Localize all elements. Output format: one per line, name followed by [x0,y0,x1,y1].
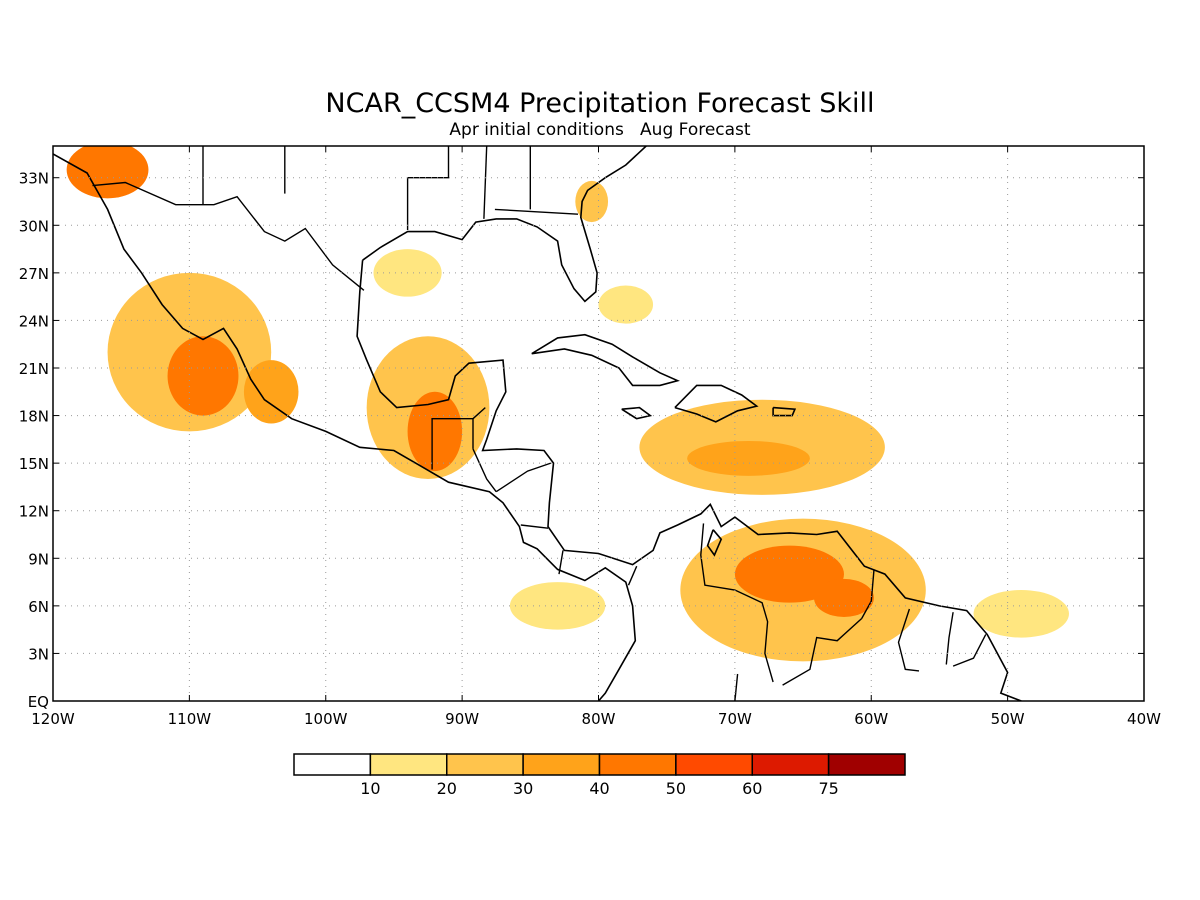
border-colombia-venezuela [700,523,774,683]
lon-tick-label: 60W [854,710,888,728]
latitude-labels: EQ 3N 6N 9N 12N 15N 18N 21N 24N 27N 30N 33N [19,170,49,711]
lon-tick-label: 70W [718,710,752,728]
colorbar-box-7 [827,753,906,776]
lat-tick-label: 18N [19,408,49,426]
colorbar-box-3 [522,753,601,776]
skill-region-14 [973,590,1069,638]
border-us-states-3 [406,146,450,230]
border-venezuela-guyana [861,569,875,619]
coastline-lake-maracaibo [706,529,723,557]
colorbar-box-1 [369,753,448,776]
border-us-states-4 [483,146,488,219]
longitude-labels: 120W 110W 100W 90W 80W 70W 60W 50W 40W [31,710,1161,728]
border-belize [472,407,486,420]
coastline-hispaniola [674,384,759,423]
coastline-us-gulf [362,146,647,303]
lat-tick-label: 12N [19,503,49,521]
lat-tick-label: 21N [19,360,49,378]
coastline-jamaica [621,406,653,420]
colorbar-label: 75 [818,779,838,798]
skill-region-6 [407,391,463,472]
axis-ticks [52,146,1145,702]
colorbar-box-2 [446,753,524,776]
border-us-mexico [92,181,365,291]
lat-tick-label: 27N [19,265,49,283]
lat-tick-label: 15N [19,455,49,473]
skill-region-13 [598,285,654,324]
graticule-grid [53,146,1144,701]
lon-tick-label: 40W [1127,710,1161,728]
skill-shading-layer [66,146,1069,662]
coastline-puerto-rico [772,406,797,417]
colorbar-label: 20 [437,779,457,798]
skill-region-1 [167,336,239,416]
lat-tick-label: 30N [19,217,49,235]
colorbar-label: 10 [360,779,380,798]
coastline-cuba [531,333,680,387]
colorbar-legend: 10 20 30 40 50 60 75 [293,753,906,798]
colorbar-label: 40 [589,779,609,798]
lon-tick-label: 80W [582,710,616,728]
lon-tick-label: 100W [304,710,348,728]
lon-tick-label: 120W [31,710,75,728]
border-panama-colombia [627,565,638,586]
map-subtitle: Apr initial conditions Aug Forecast [449,120,751,140]
border-central-america-1 [472,448,497,493]
map-title: NCAR_CCSM4 Precipitation Forecast Skill [325,88,874,119]
colorbar-box-6 [751,753,830,776]
lat-tick-label: 9N [28,550,49,568]
coastline-gulf-of-mexico [356,260,1022,701]
lat-tick-label: 3N [28,645,49,663]
coastline-layer [53,146,1022,701]
colorbar-box-4 [598,753,677,776]
colorbar-label: 50 [666,779,686,798]
lon-tick-label: 50W [991,710,1025,728]
skill-region-10 [734,545,844,603]
skill-region-11 [813,578,874,617]
skill-region-8 [687,440,810,476]
colorbar-box-0 [293,753,372,776]
skill-region-2 [66,146,149,199]
lon-tick-label: 90W [445,710,479,728]
border-venezuela-brazil [782,617,863,686]
lat-tick-label: 24N [19,312,49,330]
border-central-america-2 [495,462,552,493]
border-guiana-brazil [952,634,987,667]
border-central-america-3 [520,524,549,529]
colorbar-label: 30 [513,779,533,798]
skill-region-3 [243,360,299,424]
lat-tick-label: EQ [28,693,49,711]
border-central-america-4 [558,550,564,575]
border-guyana-suriname [897,608,920,672]
border-mexico-guatemala [431,418,474,470]
skill-region-15 [575,180,609,223]
colorbar-label: 60 [742,779,762,798]
lat-tick-label: 33N [19,170,49,188]
lon-tick-label: 110W [168,710,212,728]
coastline-north-america-pacific [53,153,637,701]
border-us-states-6 [494,208,579,215]
border-suriname-guiana [945,612,954,665]
map-panel [53,146,1144,701]
colorbar-box-5 [675,753,753,776]
lat-tick-label: 6N [28,598,49,616]
